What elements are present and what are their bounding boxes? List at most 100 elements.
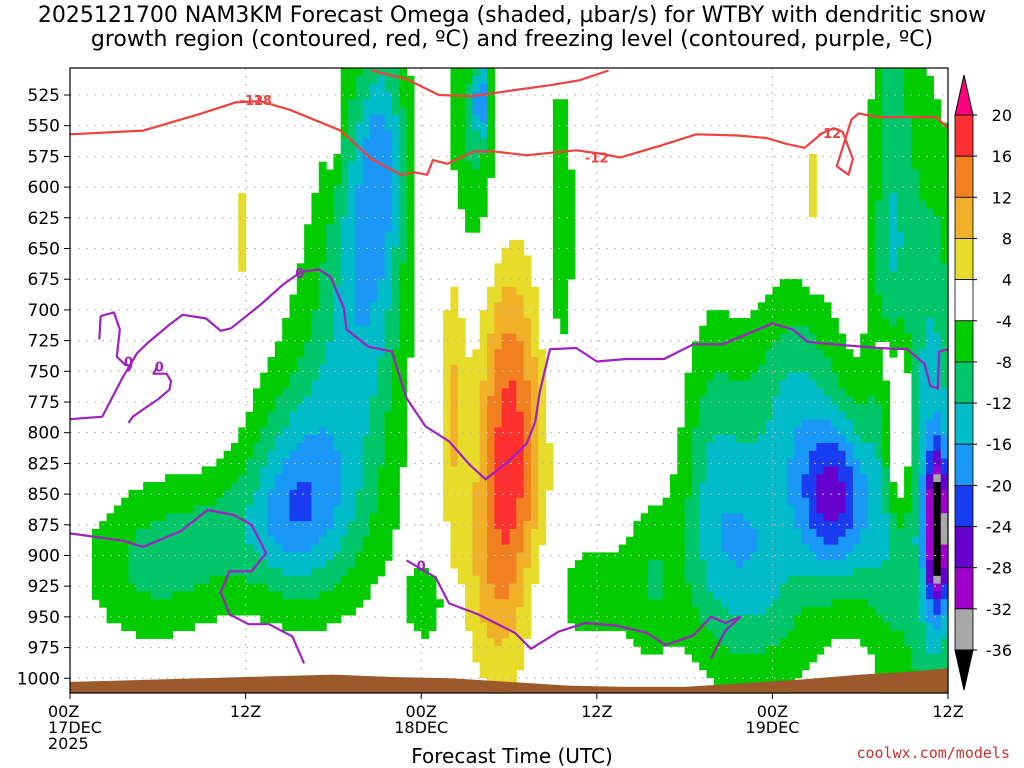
omega-cell <box>472 482 481 491</box>
omega-cell <box>509 599 517 608</box>
omega-cell <box>304 552 313 561</box>
omega-cell <box>157 528 166 538</box>
omega-cell <box>757 591 766 600</box>
omega-cell <box>377 333 386 343</box>
omega-cell <box>157 482 166 491</box>
omega-cell <box>926 396 934 405</box>
omega-cell <box>311 599 320 608</box>
omega-cell <box>787 364 795 374</box>
omega-cell <box>289 521 298 530</box>
omega-cell <box>150 568 159 577</box>
omega-cell <box>926 107 934 116</box>
omega-cell <box>691 474 700 483</box>
omega-cell <box>882 661 891 671</box>
omega-cell <box>669 489 678 499</box>
omega-cell <box>933 560 942 569</box>
omega-cell <box>260 411 269 421</box>
omega-cell <box>289 607 298 616</box>
omega-cell <box>896 568 905 577</box>
omega-cell <box>530 403 539 413</box>
omega-cell <box>867 591 876 600</box>
omega-cell <box>289 411 298 421</box>
omega-cell <box>684 599 693 608</box>
omega-cell <box>904 294 913 303</box>
omega-cell <box>713 661 722 671</box>
omega-cell <box>509 357 517 366</box>
omega-cell <box>355 388 364 397</box>
omega-cell <box>552 153 561 163</box>
omega-cell <box>552 208 561 218</box>
omega-cell <box>735 364 744 374</box>
omega-cell <box>904 357 913 366</box>
omega-cell <box>896 325 905 335</box>
omega-cell <box>801 583 810 593</box>
omega-cell <box>377 560 386 569</box>
omega-cell <box>757 669 766 678</box>
omega-cell <box>230 599 239 608</box>
omega-cell <box>282 450 291 460</box>
omega-cell <box>318 185 327 194</box>
omega-cell <box>377 372 386 382</box>
omega-cell <box>143 599 152 608</box>
omega-cell <box>926 349 934 358</box>
omega-cell <box>940 497 949 507</box>
omega-cell <box>501 286 510 296</box>
omega-cell <box>333 380 342 389</box>
omega-cell <box>252 505 261 514</box>
omega-cell <box>121 544 130 553</box>
omega-cell <box>384 247 393 257</box>
omega-cell <box>896 247 905 257</box>
omega-cell <box>230 591 239 600</box>
omega-cell <box>750 349 759 358</box>
omega-cell <box>318 349 327 358</box>
omega-cell <box>369 435 378 444</box>
omega-cell <box>699 560 708 569</box>
omega-cell <box>911 122 920 132</box>
omega-cell <box>757 661 766 671</box>
omega-cell <box>150 513 159 522</box>
omega-cell <box>940 364 949 374</box>
omega-cell <box>509 521 517 530</box>
omega-cell <box>267 544 276 553</box>
omega-cell <box>274 536 283 546</box>
omega-cell <box>479 630 488 639</box>
omega-cell <box>706 341 715 350</box>
omega-cell <box>889 130 898 139</box>
omega-cell <box>589 622 598 632</box>
omega-cell <box>867 513 876 522</box>
omega-cell <box>238 513 247 522</box>
omega-cell <box>684 458 693 468</box>
omega-cell <box>823 544 832 553</box>
omega-cell <box>289 544 298 553</box>
omega-cell <box>267 552 276 561</box>
omega-cell <box>874 83 883 93</box>
omega-cell <box>926 341 934 350</box>
omega-cell <box>699 607 708 616</box>
omega-cell <box>787 544 795 553</box>
omega-cell <box>194 614 203 624</box>
omega-cell <box>552 310 561 319</box>
omega-cell <box>399 310 408 319</box>
omega-cell <box>867 232 876 241</box>
omega-cell <box>882 91 891 100</box>
omega-cell <box>121 568 130 577</box>
omega-cell <box>238 497 247 507</box>
omega-cell <box>509 505 517 514</box>
credit-link[interactable]: coolwx.com/models <box>856 744 1010 762</box>
omega-cell <box>757 677 766 686</box>
omega-cell <box>918 325 927 335</box>
omega-cell <box>889 138 898 147</box>
omega-cell <box>911 638 920 647</box>
omega-cell <box>150 505 159 514</box>
omega-cell <box>318 177 327 186</box>
omega-cell <box>743 575 752 585</box>
omega-cell <box>801 325 810 335</box>
omega-cell <box>479 325 488 335</box>
omega-cell <box>874 388 883 397</box>
omega-cell <box>501 427 510 436</box>
omega-cell <box>852 357 861 366</box>
omega-cell <box>743 411 752 421</box>
omega-cell <box>940 560 949 569</box>
omega-cell <box>648 607 656 616</box>
omega-cell <box>399 450 408 460</box>
